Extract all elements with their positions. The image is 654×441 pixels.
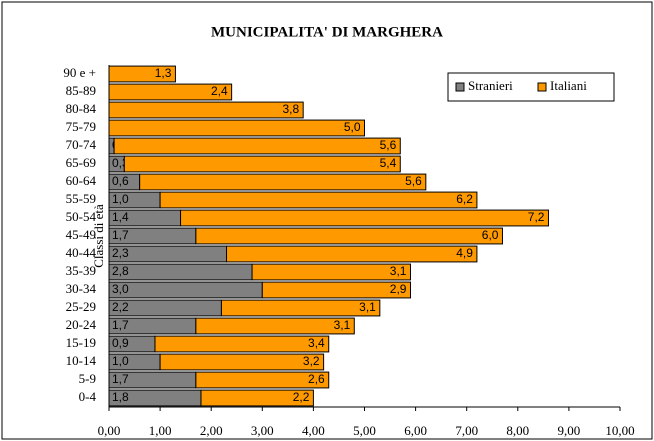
y-tick-label: 35-39 (66, 263, 96, 278)
x-tick-label: 7,00 (455, 423, 478, 438)
value-label: 2,3 (112, 246, 129, 260)
y-tick-label: 20-24 (66, 317, 97, 332)
value-label: 1,7 (112, 318, 129, 332)
value-label: 2,9 (390, 282, 407, 296)
x-tick-label: 4,00 (302, 423, 325, 438)
y-tick-label: 55-59 (66, 191, 96, 206)
bar-segment (108, 101, 304, 119)
x-tick-label: 1,00 (149, 423, 172, 438)
x-tick-label: 5,00 (353, 423, 376, 438)
x-tick-label: 10,00 (605, 423, 634, 438)
value-label: 3,0 (112, 282, 129, 296)
y-tick-label: 15-19 (66, 335, 96, 350)
bar-segment (195, 371, 330, 389)
y-tick-label: 50-54 (66, 209, 97, 224)
legend-label: Italiani (550, 78, 587, 93)
chart-title: MUNICIPALITA' DI MARGHERA (211, 24, 443, 40)
y-tick-label: 90 e + (63, 65, 96, 80)
legend-swatch (455, 82, 465, 92)
y-tick-label: 60-64 (66, 173, 97, 188)
bar-segment (220, 299, 381, 317)
legend-label: Stranieri (468, 78, 513, 93)
x-tick-label: 0,00 (98, 423, 121, 438)
bar-segment (195, 227, 503, 245)
value-label: 1,3 (155, 66, 172, 80)
value-label: 3,1 (390, 264, 407, 278)
value-label: 1,0 (112, 192, 129, 206)
value-label: 2,6 (308, 372, 325, 386)
value-label: 1,7 (112, 228, 129, 242)
value-label: 3,4 (308, 336, 325, 350)
bar-segment (180, 209, 549, 227)
value-label: 3,1 (334, 318, 351, 332)
value-label: 1,7 (112, 372, 129, 386)
value-label: 7,2 (528, 210, 545, 224)
legend-box (447, 72, 615, 102)
y-tick-label: 75-79 (66, 119, 96, 134)
y-tick-label: 0-4 (79, 389, 97, 404)
value-label: 6,2 (456, 192, 473, 206)
bar-segment (154, 335, 330, 353)
value-label: 2,2 (293, 390, 310, 404)
value-label: 5,6 (380, 138, 397, 152)
value-label: 5,4 (380, 156, 397, 170)
bar-segment (251, 263, 411, 281)
y-tick-label: 70-74 (66, 137, 97, 152)
bar-segment (159, 191, 478, 209)
y-tick-label: 85-89 (66, 83, 96, 98)
x-tick-label: 2,00 (200, 423, 223, 438)
value-label: 2,8 (112, 264, 129, 278)
value-label: 2,4 (211, 84, 228, 98)
y-tick-label: 65-69 (66, 155, 96, 170)
bar-segment (200, 389, 314, 407)
bar-segment (113, 137, 401, 155)
bar-segment (261, 281, 411, 299)
y-tick-label: 25-29 (66, 299, 96, 314)
value-label: 1,8 (112, 390, 129, 404)
bar-segment (108, 263, 253, 281)
bar-segment (123, 155, 401, 173)
bar-segment (159, 353, 325, 371)
x-tick-label: 6,00 (404, 423, 427, 438)
y-tick-label: 40-44 (66, 245, 97, 260)
value-label: 1,4 (112, 210, 129, 224)
x-tick-label: 3,00 (251, 423, 274, 438)
value-label: 5,6 (405, 174, 422, 188)
value-label: 0,6 (112, 174, 129, 188)
y-tick-label: 80-84 (66, 101, 97, 116)
value-label: 2,2 (112, 300, 129, 314)
y-tick-label: 30-34 (66, 281, 97, 296)
x-tick-label: 8,00 (506, 423, 529, 438)
bar-segment (226, 245, 478, 263)
value-label: 5,0 (344, 120, 361, 134)
value-label: 0,9 (112, 336, 129, 350)
y-tick-label: 45-49 (66, 227, 96, 242)
bar-segment (108, 119, 365, 137)
y-tick-label: 10-14 (66, 353, 97, 368)
value-label: 3,8 (282, 102, 299, 116)
value-label: 1,0 (112, 354, 129, 368)
y-tick-label: 5-9 (79, 371, 96, 386)
y-axis-title: Classi di età (91, 204, 106, 268)
value-label: 4,9 (456, 246, 473, 260)
bar-segment (108, 281, 263, 299)
legend-swatch (537, 82, 547, 92)
value-label: 6,0 (482, 228, 499, 242)
bar-segment (139, 173, 427, 191)
value-label: 3,1 (359, 300, 376, 314)
value-label: 3,2 (303, 354, 320, 368)
bar-segment (195, 317, 355, 335)
x-tick-label: 9,00 (558, 423, 581, 438)
